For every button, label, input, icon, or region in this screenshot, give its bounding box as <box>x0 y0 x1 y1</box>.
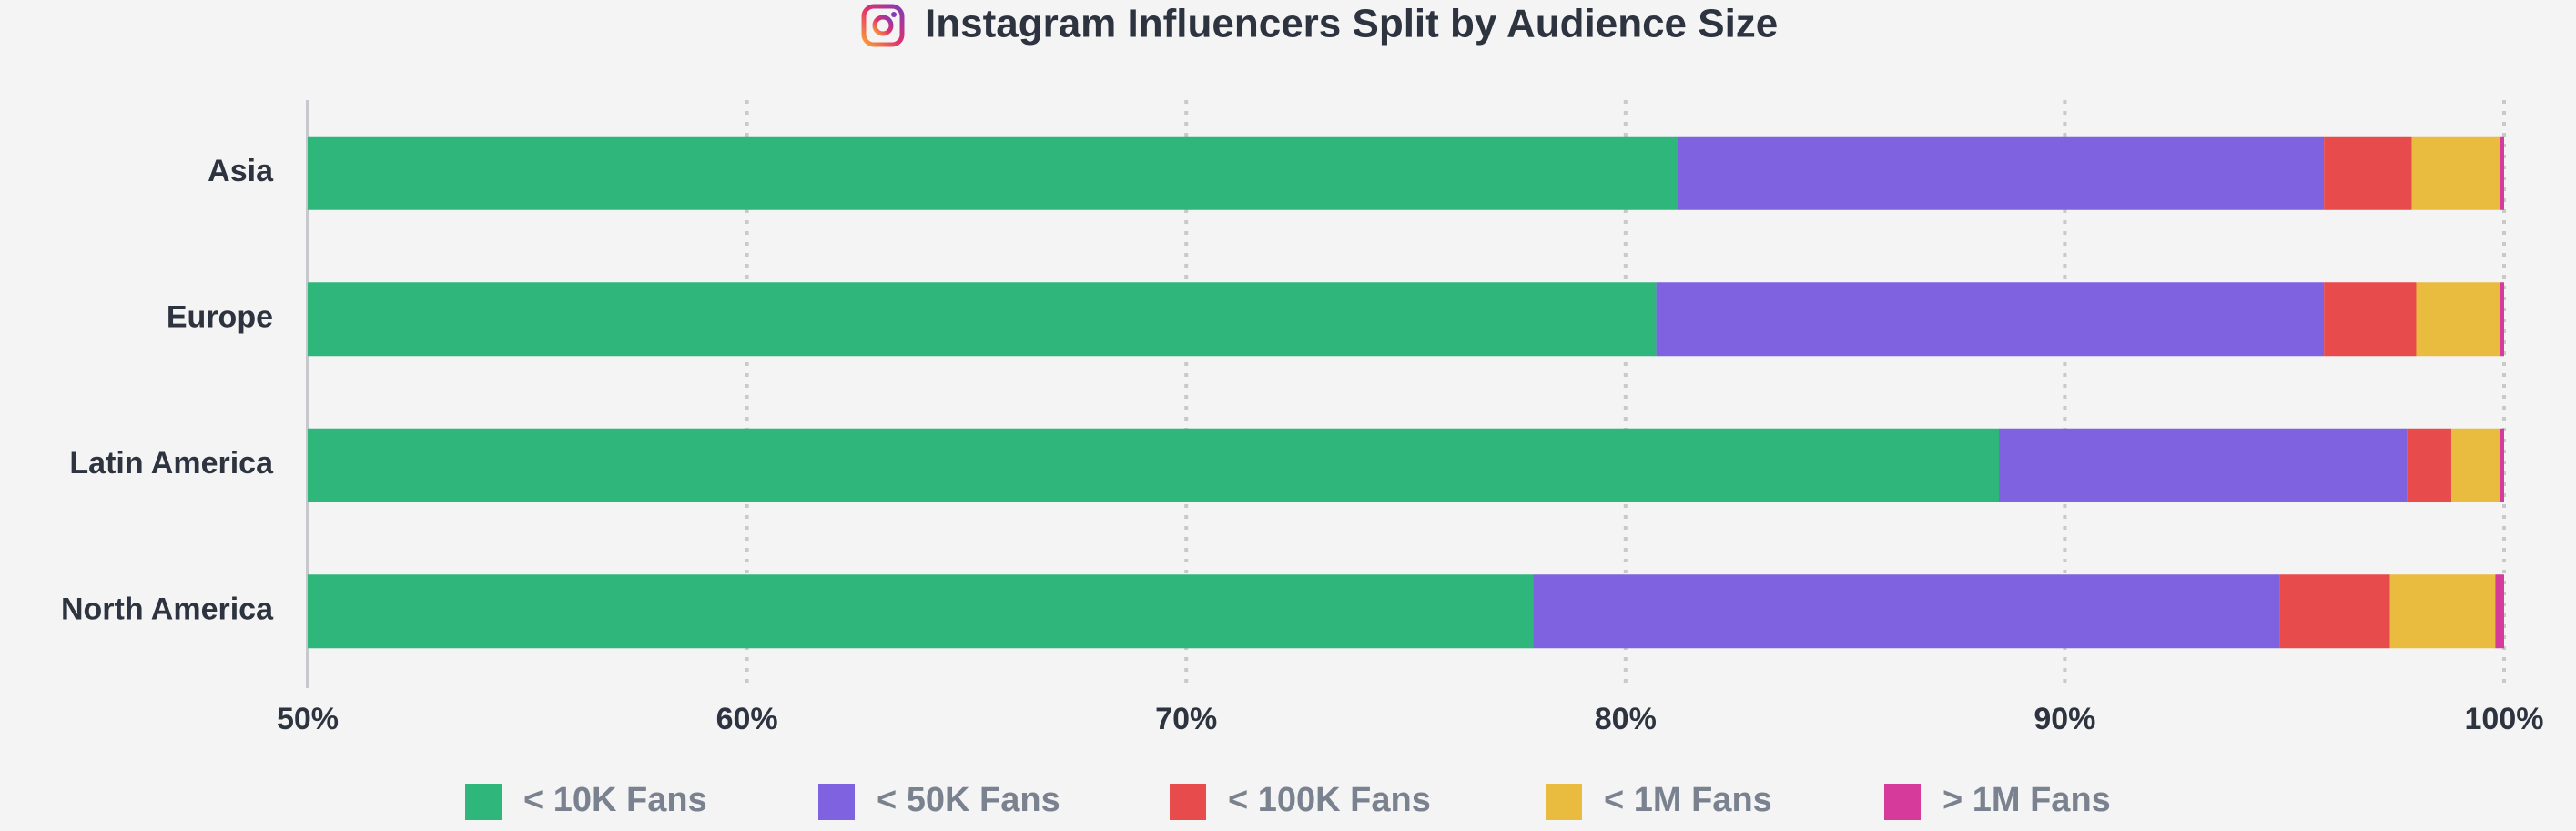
bar-segment <box>2500 136 2504 210</box>
bar-segment <box>308 136 1678 210</box>
bar-segment <box>2451 428 2500 502</box>
legend-swatch <box>1546 784 1582 820</box>
x-tick-label: 80% <box>1595 702 1657 736</box>
bars <box>308 136 2504 649</box>
legend-swatch <box>465 784 502 820</box>
bar-segment <box>2279 574 2390 649</box>
x-tick-label: 100% <box>2465 702 2544 736</box>
legend-swatch <box>1884 784 1921 820</box>
y-tick-label: North America <box>61 593 274 627</box>
y-tick-label: Latin America <box>69 446 274 481</box>
bar-segment <box>2500 428 2504 502</box>
bar-segment <box>2411 136 2500 210</box>
bar-segment <box>2324 136 2412 210</box>
chart-title: Instagram Influencers Split by Audience … <box>925 2 1778 46</box>
x-tick-label: 60% <box>716 702 778 736</box>
bar-segment <box>308 428 2000 502</box>
legend-swatch <box>1170 784 1206 820</box>
bar-segment <box>2407 428 2452 502</box>
x-tick-label: 50% <box>277 702 339 736</box>
bar-segment <box>2416 282 2500 357</box>
bar-segment <box>308 282 1657 357</box>
legend-label: < 10K Fans <box>523 781 707 819</box>
bar-segment <box>2324 282 2417 357</box>
x-tick-label: 90% <box>2033 702 2095 736</box>
bar-segment <box>2389 574 2496 649</box>
legend-label: < 50K Fans <box>877 781 1060 819</box>
instagram-icon <box>861 4 905 47</box>
x-tick-label: 70% <box>1155 702 1217 736</box>
y-tick-label: Europe <box>167 300 273 335</box>
bar-segment <box>1533 574 2280 649</box>
legend-label: < 1M Fans <box>1604 781 1772 819</box>
legend-label: > 1M Fans <box>1942 781 2111 819</box>
bar-segment <box>1999 428 2408 502</box>
legend-label: < 100K Fans <box>1228 781 1431 819</box>
bar-segment <box>2495 574 2504 649</box>
bar-segment <box>1656 282 2325 357</box>
bar-segment <box>1678 136 2325 210</box>
legend-swatch <box>818 784 855 820</box>
bar-segment <box>2500 282 2504 357</box>
y-tick-label: Asia <box>208 154 274 188</box>
bar-segment <box>308 574 1534 649</box>
